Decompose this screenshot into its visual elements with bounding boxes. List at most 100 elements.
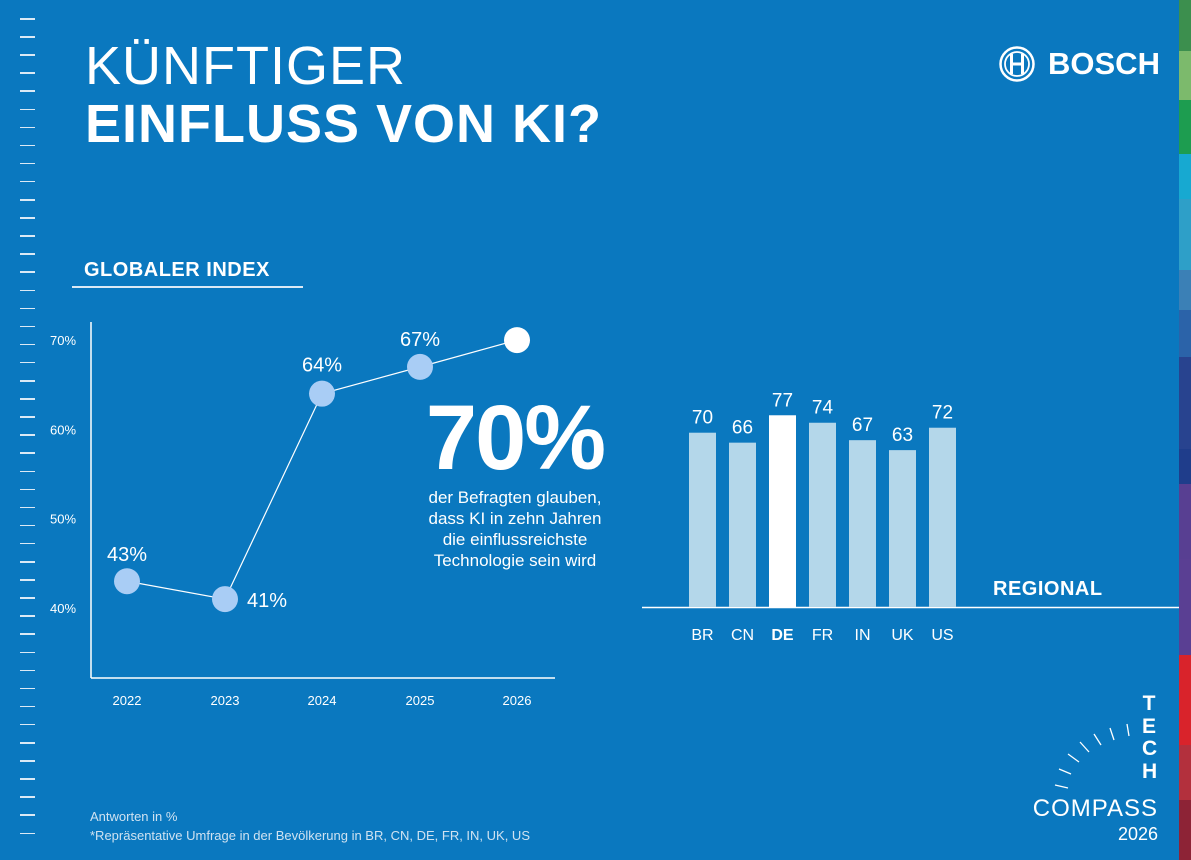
y-tick-label: 50% bbox=[50, 512, 76, 527]
bar bbox=[929, 427, 956, 607]
ruler-tick bbox=[20, 289, 35, 291]
ruler-tick bbox=[20, 579, 35, 581]
highlight-line: die einflussreichste bbox=[442, 530, 588, 549]
strip-segment bbox=[1179, 449, 1191, 484]
ruler-tick bbox=[20, 633, 35, 635]
highlight-line: Technologie sein wird bbox=[433, 551, 597, 570]
ruler-tick bbox=[20, 814, 35, 816]
x-tick-label: 2023 bbox=[211, 693, 240, 708]
bar-category-label: FR bbox=[812, 627, 833, 644]
ruler-tick bbox=[20, 506, 35, 509]
ruler-tick bbox=[20, 832, 35, 834]
bosch-logo: BOSCH bbox=[998, 45, 1160, 83]
brand-name: BOSCH bbox=[1048, 46, 1160, 81]
data-point bbox=[309, 380, 335, 407]
strip-segment bbox=[1179, 559, 1191, 655]
ruler-tick bbox=[20, 651, 35, 653]
ruler-tick bbox=[20, 760, 35, 762]
y-tick-label: 60% bbox=[50, 422, 76, 437]
data-label: 64% bbox=[302, 355, 342, 377]
x-tick-label: 2025 bbox=[406, 693, 435, 708]
title-line-2: EINFLUSS VON KI? bbox=[85, 94, 603, 154]
ruler-tick bbox=[20, 416, 35, 418]
ruler-tick bbox=[20, 180, 35, 183]
strip-segment bbox=[1179, 0, 1191, 51]
data-label: 41% bbox=[247, 590, 287, 612]
data-point bbox=[114, 568, 140, 595]
ruler-tick bbox=[20, 615, 35, 617]
bosch-armature-icon bbox=[999, 46, 1035, 82]
footer-note-2: *Repräsentative Umfrage in der Bevölkeru… bbox=[90, 828, 530, 843]
highlight-value: 70% bbox=[425, 387, 606, 489]
ruler-tick bbox=[20, 90, 35, 92]
ruler-tick bbox=[20, 361, 35, 364]
strip-segment bbox=[1179, 800, 1191, 860]
strip-segment bbox=[1179, 484, 1191, 559]
global-index-title: GLOBALER INDEX bbox=[84, 259, 270, 281]
ruler-tick bbox=[20, 325, 35, 328]
ruler-tick bbox=[20, 343, 35, 346]
bar-value-label: 77 bbox=[772, 390, 793, 411]
bar-category-label: CN bbox=[731, 627, 754, 644]
bar-category-label: BR bbox=[691, 627, 713, 644]
tech-compass-logo: TECH COMPASS 2026 bbox=[1033, 690, 1160, 850]
ruler-tick bbox=[20, 126, 35, 129]
x-tick-label: 2024 bbox=[308, 693, 337, 708]
y-tick-label: 70% bbox=[50, 333, 76, 348]
ruler-tick bbox=[20, 307, 35, 310]
ruler-tick bbox=[20, 36, 35, 38]
color-strip bbox=[1179, 0, 1191, 860]
ruler-tick bbox=[20, 108, 35, 110]
ruler-tick bbox=[20, 199, 35, 201]
ruler-tick bbox=[20, 380, 35, 382]
ruler-tick bbox=[20, 144, 35, 147]
ruler-tick bbox=[20, 796, 35, 798]
ruler-tick bbox=[20, 561, 35, 563]
bar-category-label: IN bbox=[855, 627, 871, 644]
ruler-tick bbox=[20, 669, 35, 672]
ruler-tick bbox=[20, 253, 35, 255]
strip-segment bbox=[1179, 199, 1191, 270]
ruler-tick bbox=[20, 705, 35, 708]
bar-value-label: 74 bbox=[812, 398, 834, 419]
ruler-tick bbox=[20, 162, 35, 165]
highlight-line: dass KI in zehn Jahren bbox=[428, 509, 602, 528]
highlight-text: der Befragten glauben, dass KI in zehn J… bbox=[395, 487, 635, 571]
data-label: 67% bbox=[400, 329, 440, 351]
x-tick-label: 2026 bbox=[503, 693, 532, 708]
strip-segment bbox=[1179, 51, 1191, 100]
compass-dial-icon bbox=[1054, 723, 1130, 789]
ruler-tick bbox=[20, 398, 35, 400]
x-tick-label: 2022 bbox=[113, 693, 142, 708]
strip-segment bbox=[1179, 655, 1191, 745]
data-point bbox=[212, 586, 238, 613]
ruler-tick bbox=[20, 452, 35, 454]
strip-segment bbox=[1179, 357, 1191, 449]
bar-value-label: 63 bbox=[892, 425, 913, 446]
ruler-tick bbox=[20, 72, 35, 74]
bar-category-label: DE bbox=[771, 627, 794, 644]
bar bbox=[889, 450, 916, 607]
ruler-tick bbox=[20, 434, 35, 436]
bar bbox=[689, 432, 716, 607]
bar-category-label: UK bbox=[891, 627, 914, 644]
bar bbox=[849, 440, 876, 607]
ruler-tick bbox=[20, 524, 35, 527]
ruler-tick bbox=[20, 723, 35, 726]
tech-label: TECH bbox=[1139, 692, 1159, 783]
bar bbox=[809, 422, 836, 607]
title-line-1: KÜNFTIGER bbox=[85, 36, 407, 96]
ruler-tick bbox=[20, 54, 35, 56]
strip-segment bbox=[1179, 154, 1191, 199]
data-point bbox=[504, 327, 530, 354]
data-label: 43% bbox=[107, 544, 147, 566]
ruler-tick bbox=[20, 470, 35, 472]
strip-segment bbox=[1179, 745, 1191, 800]
data-point bbox=[407, 353, 433, 380]
ruler-tick bbox=[20, 235, 35, 237]
ruler-tick bbox=[20, 542, 35, 545]
bar bbox=[769, 415, 796, 607]
ruler-tick bbox=[20, 217, 35, 219]
footer-note-1: Antworten in % bbox=[90, 809, 178, 824]
